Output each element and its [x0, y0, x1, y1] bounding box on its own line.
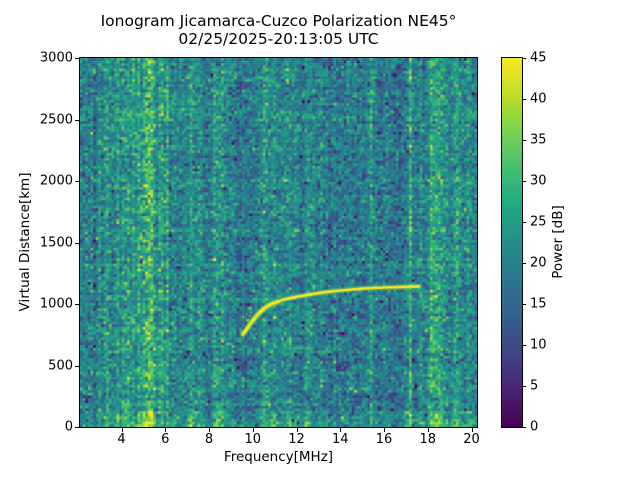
colorbar-label: Power [dB] — [550, 205, 566, 279]
colorbar-tick-mark — [522, 263, 526, 264]
x-tick-mark — [471, 428, 473, 432]
colorbar-border — [501, 57, 523, 428]
y-tick-label: 3000 — [39, 50, 73, 66]
colorbar-tick-mark — [522, 181, 526, 182]
colorbar-tick-mark — [522, 99, 526, 100]
colorbar-tick-mark — [522, 222, 526, 223]
x-tick-mark — [384, 428, 386, 432]
y-tick-mark — [75, 427, 79, 428]
x-tick-label: 12 — [288, 432, 305, 447]
x-tick-label: 10 — [244, 432, 262, 447]
x-tick-mark — [209, 428, 211, 432]
colorbar-tick-mark — [522, 386, 526, 387]
chart-title-line1: Ionogram Jicamarca-Cuzco Polarization NE… — [100, 12, 457, 30]
colorbar-tick-label: 10 — [530, 337, 547, 353]
y-tick-label: 2500 — [39, 112, 73, 127]
colorbar-tick-label: 20 — [530, 255, 547, 271]
y-tick-mark — [75, 119, 79, 121]
plot-area-border — [79, 57, 478, 428]
colorbar-tick-label: 25 — [530, 214, 547, 230]
colorbar-tick-label: 35 — [530, 132, 547, 148]
colorbar-tick-mark — [522, 58, 526, 59]
x-tick-mark — [296, 428, 298, 432]
y-tick-mark — [75, 58, 79, 59]
x-tick-label: 20 — [463, 432, 480, 447]
y-tick-label: 500 — [48, 358, 73, 373]
x-tick-label: 14 — [332, 432, 349, 447]
y-tick-mark — [75, 304, 79, 305]
y-tick-label: 1000 — [39, 296, 73, 312]
colorbar-tick-label: 30 — [530, 173, 547, 189]
colorbar-tick-label: 40 — [530, 91, 547, 107]
x-tick-label: 18 — [419, 432, 437, 447]
colorbar-tick-label: 45 — [530, 50, 547, 66]
x-tick-mark — [165, 428, 167, 432]
y-tick-mark — [75, 181, 79, 182]
x-tick-mark — [252, 428, 254, 432]
y-tick-label: 1500 — [39, 235, 73, 250]
x-axis-label: Frequency[MHz] — [223, 449, 334, 465]
x-tick-label: 4 — [117, 432, 126, 447]
colorbar-tick-label: 15 — [530, 296, 547, 312]
colorbar-gradient — [502, 58, 522, 427]
chart-title-line2: 02/25/2025-20:13:05 UTC — [178, 29, 379, 48]
x-tick-mark — [340, 428, 342, 432]
colorbar-tick-mark — [522, 427, 526, 428]
x-tick-label: 8 — [204, 432, 214, 447]
colorbar-tick-mark — [522, 140, 526, 141]
x-tick-mark — [427, 428, 429, 432]
ionogram-heatmap — [80, 58, 477, 427]
x-tick-mark — [121, 428, 123, 432]
y-tick-label: 0 — [64, 419, 73, 435]
x-tick-label: 6 — [161, 432, 170, 447]
colorbar-tick-mark — [522, 345, 526, 346]
chart-title: Ionogram Jicamarca-Cuzco Polarization NE… — [80, 12, 477, 48]
y-tick-label: 2000 — [39, 173, 73, 189]
colorbar-tick-mark — [522, 304, 526, 305]
x-tick-label: 16 — [375, 432, 393, 447]
y-tick-mark — [75, 365, 79, 367]
colorbar-tick-label: 0 — [530, 419, 539, 435]
y-tick-mark — [75, 242, 79, 244]
colorbar-tick-label: 5 — [530, 378, 539, 394]
